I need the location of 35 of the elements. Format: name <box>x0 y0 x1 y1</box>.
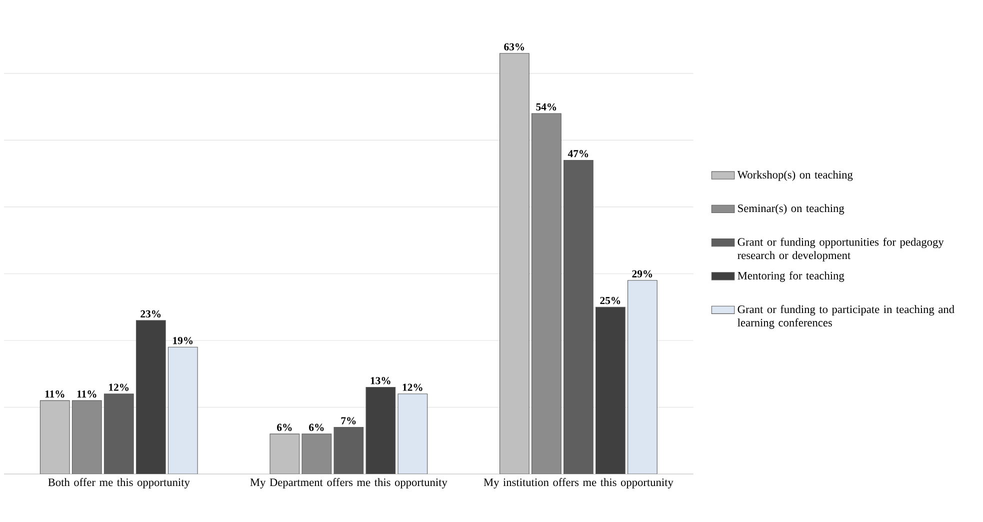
legend-label: Grant or funding to participate in teaching and learning conferences <box>738 305 954 329</box>
bar <box>334 426 364 474</box>
bar <box>72 400 102 474</box>
bar <box>366 386 396 474</box>
data-label: 25% <box>600 296 620 304</box>
data-label: 23% <box>140 310 161 318</box>
legend-label: Grant or funding opportunities for pedagogy research or development <box>738 238 944 262</box>
data-label: 13% <box>370 377 390 384</box>
data-label: 63% <box>504 43 524 50</box>
x-tick-label: My Department offers me this opportunity <box>250 478 448 488</box>
bar <box>302 434 332 474</box>
data-label: 6% <box>309 424 324 432</box>
bar <box>168 346 198 474</box>
bar <box>628 280 658 474</box>
data-label: 12% <box>109 384 129 391</box>
bar <box>532 113 562 474</box>
x-tick-label: Both offer me this opportunity <box>48 478 190 488</box>
data-label: 6% <box>277 424 292 432</box>
bar <box>564 160 594 474</box>
legend-label: Seminar(s) on teaching <box>738 204 844 214</box>
data-label: 29% <box>632 270 652 278</box>
bar <box>398 394 428 474</box>
data-label: 47% <box>568 150 588 158</box>
data-label: 19% <box>173 336 193 344</box>
data-label: 7% <box>341 417 356 424</box>
bar <box>104 394 134 474</box>
legend-label: Mentoring for teaching <box>738 271 844 282</box>
data-label: 11% <box>77 390 96 398</box>
data-label: 54% <box>536 103 556 111</box>
bar <box>596 306 626 474</box>
bar <box>136 320 166 474</box>
data-label: 12% <box>402 384 422 391</box>
data-label: 11% <box>45 390 64 398</box>
x-tick-label: My institution offers me this opportunity <box>484 478 674 488</box>
legend-label: Workshop(s) on teaching <box>737 170 853 181</box>
